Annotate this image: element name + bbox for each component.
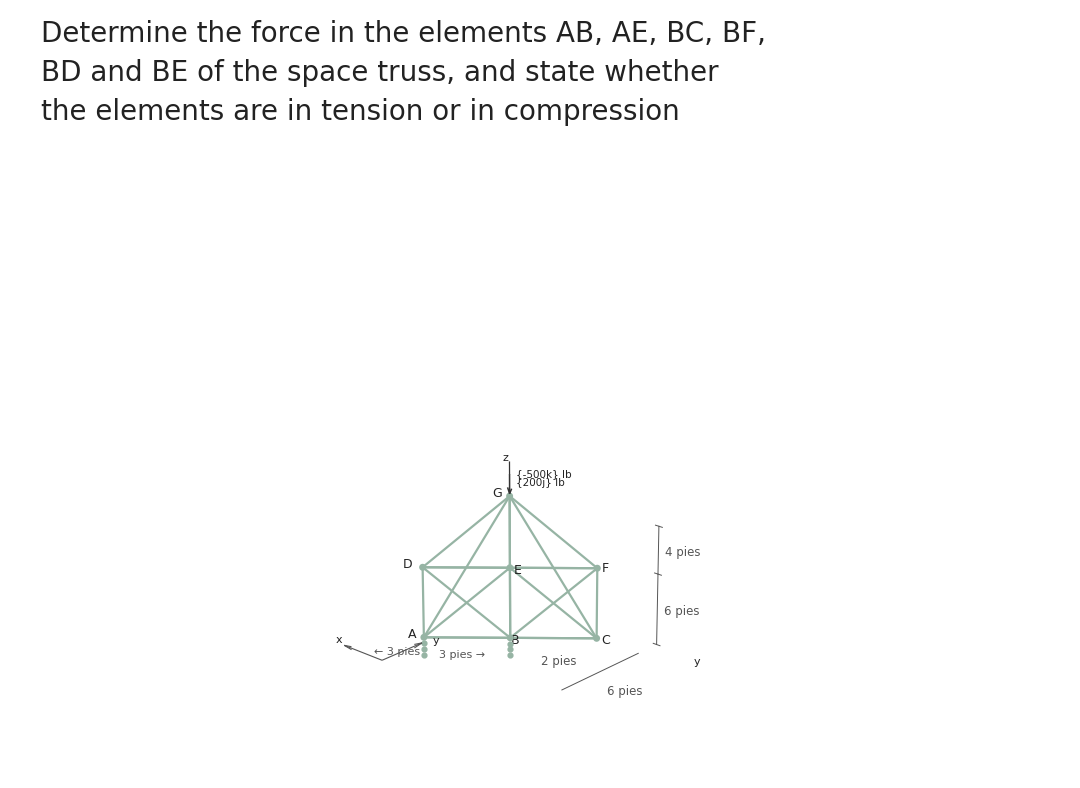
Text: Determine the force in the elements AB, AE, BC, BF,
BD and BE of the space truss: Determine the force in the elements AB, … bbox=[41, 20, 766, 126]
